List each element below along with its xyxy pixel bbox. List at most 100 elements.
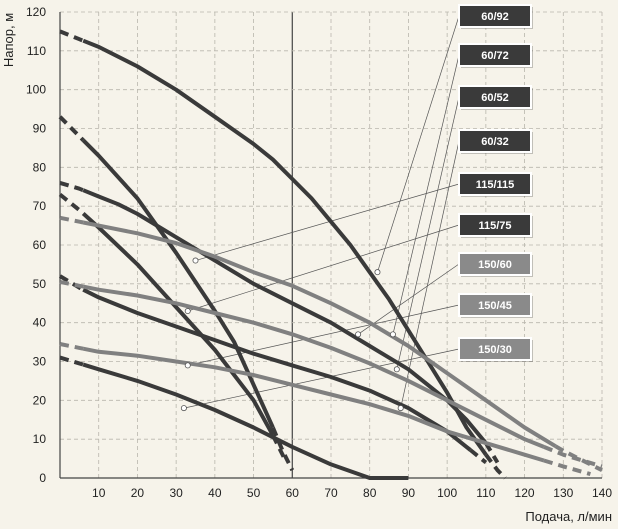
legend-label: 60/52 [481,92,509,104]
y-tick-label: 110 [27,44,46,58]
curve-115/75-dash-end [271,434,287,460]
x-axis-label: Подача, л/мин [525,509,612,524]
x-tick-label: 80 [363,486,377,500]
guide-line-115/75 [187,224,460,312]
guide-line-150/30 [183,348,460,409]
legend-item-150/30: 150/30 [458,337,533,362]
curve-150/30-dash-start [59,342,84,351]
y-tick-label: 20 [33,393,47,407]
marker-point-60/52 [393,366,400,373]
curves [58,29,603,480]
legend-box [458,293,532,317]
curve-115/75 [81,212,275,437]
y-tick-label: 0 [39,471,46,485]
x-tick-label: 130 [553,486,573,500]
legend-item-60/92: 60/92 [458,4,533,29]
legend-label: 150/45 [478,300,512,312]
legend-label: 60/92 [481,11,509,23]
curve-60/32-dash-start [59,355,84,367]
x-tick-label: 90 [402,486,416,500]
marker-point-115/115 [192,257,199,264]
curve-60/92-dash-start [59,29,84,43]
legend-box [458,4,532,28]
curve-150/45-dash-end [543,445,603,469]
y-tick-label: 100 [26,83,46,97]
x-tick-label: 40 [208,486,222,500]
legend-box [458,172,532,196]
guide-line-60/32 [400,140,460,409]
legend-label: 115/115 [476,179,515,191]
curve-60/52-dash-end [469,448,488,465]
y-tick-label: 90 [33,122,47,136]
legend-box [458,85,532,109]
curve-150/60-dash-start [59,215,84,225]
marker-point-60/92 [374,269,381,276]
y-tick-label: 40 [33,316,47,330]
legend-label: 115/75 [478,220,511,232]
x-tick-label: 120 [515,486,535,500]
x-tick-label: 20 [131,486,145,500]
guide-line-60/92 [377,15,460,273]
guide-line-150/60 [357,263,460,335]
curve-115/75-dash-start [58,192,85,215]
y-tick-label: 70 [33,199,47,213]
curve-150/45-dash-start [59,279,84,289]
curve-150/60 [82,220,557,448]
legend-item-60/32: 60/32 [458,129,533,154]
legend-box [458,252,532,276]
x-tick-label: 10 [92,486,106,500]
curve-150/30-dash-end [543,458,591,477]
legend-label: 150/30 [478,344,512,356]
curve-60/32 [82,362,409,480]
legend: 60/92 60/72 60/52 60/32 115/115 115/75 150/60 1… [458,4,533,362]
marker-point-60/72 [389,331,396,338]
legend-item-60/52: 60/52 [458,85,533,110]
curve-150/45 [82,284,545,449]
legend-item-150/45: 150/45 [458,293,533,318]
legend-item-150/60: 150/60 [458,252,533,277]
guide-line-115/115 [195,183,460,261]
y-tick-label: 30 [33,355,47,369]
curve-60/92-dash-end [484,453,507,480]
legend-label: 150/60 [478,259,512,271]
legend-item-115/75: 115/75 [458,213,533,238]
x-tick-label: 110 [476,486,495,500]
x-tick-label: 60 [286,486,300,500]
y-tick-label: 80 [33,160,47,174]
y-axis-label: Напор, м [1,13,16,67]
guide-line-150/45 [187,304,460,366]
legend-item-115/115: 115/115 [458,172,533,197]
legend-label: 60/32 [481,136,509,148]
guide-line-60/72 [392,54,460,335]
guide-lines [183,15,460,409]
x-tick-label: 30 [169,486,183,500]
curve-150/30 [82,346,545,463]
x-tick-label: 140 [592,486,612,500]
y-tick-label: 10 [33,432,47,446]
x-tick-label: 50 [247,486,261,500]
marker-point-150/60 [355,331,362,338]
y-tick-labels: 0 10 20 30 40 50 60 70 80 90 100 110 120 [26,5,46,485]
x-tick-labels: 10 20 30 40 50 60 70 80 90 100 110 120 130 140 [92,486,612,500]
y-tick-label: 50 [33,277,47,291]
guide-line-60/52 [396,96,460,370]
curve-60/72-dash-end [484,442,500,464]
curve-60/92 [82,38,488,456]
marker-point-150/45 [184,362,191,369]
curve-115/115 [81,138,275,429]
y-tick-label: 60 [33,238,47,252]
legend-box [458,43,532,67]
legend-box [458,129,532,153]
x-tick-label: 100 [437,486,457,500]
legend-label: 60/72 [481,50,509,62]
legend-box [458,337,532,361]
y-tick-label: 120 [26,5,46,19]
curve-60/72-dash-start [59,180,84,193]
legend-item-60/72: 60/72 [458,43,533,68]
curve-60/52 [82,287,472,452]
marker-points [180,257,404,412]
legend-box [458,213,532,237]
marker-point-115/75 [184,308,191,315]
marker-point-150/30 [180,405,187,412]
